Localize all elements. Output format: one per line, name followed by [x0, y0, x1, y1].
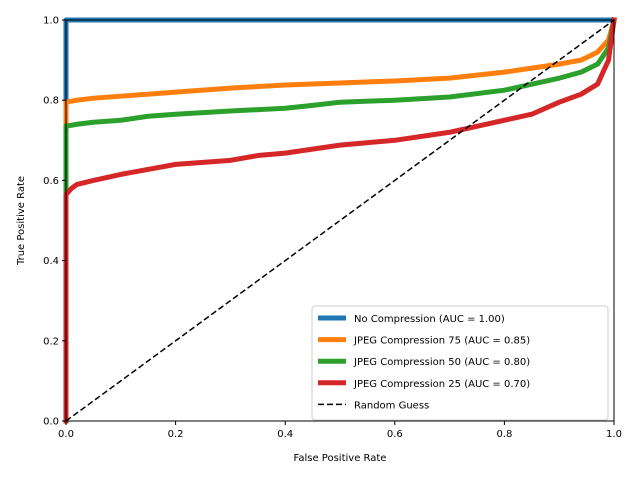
x-tick-label: 0.4: [277, 429, 293, 440]
legend-box: [311, 305, 609, 421]
x-tick-label: 0.0: [58, 429, 74, 440]
legend-label-4: Random Guess: [354, 400, 429, 411]
series-line-1: [63, 16, 618, 424]
x-tick-label: 1.0: [606, 429, 622, 440]
legend-label-3: JPEG Compression 25 (AUC = 0.70): [353, 379, 530, 390]
plot-frame: [65, 19, 615, 422]
legend-label-2: JPEG Compression 50 (AUC = 0.80): [353, 357, 530, 368]
random-guess-line: [65, 19, 615, 422]
x-tick-label: 0.6: [387, 429, 403, 440]
y-tick-label: 0.2: [43, 336, 59, 347]
ticks-layer: 0.0 0.2 0.4 0.6 0.8 1.0 0.0 0.2 0.4 0.6 0.8 1.0: [43, 16, 622, 441]
legend-label-0: No Compression (AUC = 1.00): [354, 314, 505, 325]
x-tick-label: 0.2: [168, 429, 184, 440]
series-line-2: [63, 17, 617, 424]
y-tick-label: 0.8: [43, 96, 59, 107]
y-axis-label: True Positive Rate: [16, 176, 27, 266]
x-axis-label: False Positive Rate: [294, 453, 387, 464]
legend-label-1: JPEG Compression 75 (AUC = 0.85): [353, 336, 530, 347]
x-tick-label: 0.8: [496, 429, 512, 440]
y-tick-label: 0.4: [43, 256, 59, 267]
y-tick-label: 0.6: [43, 176, 59, 187]
y-tick-label: 0.0: [43, 417, 59, 428]
legend: No Compression (AUC = 1.00) JPEG Compress…: [311, 305, 609, 421]
y-tick-label: 1.0: [43, 16, 59, 27]
series-line-3: [63, 17, 617, 424]
